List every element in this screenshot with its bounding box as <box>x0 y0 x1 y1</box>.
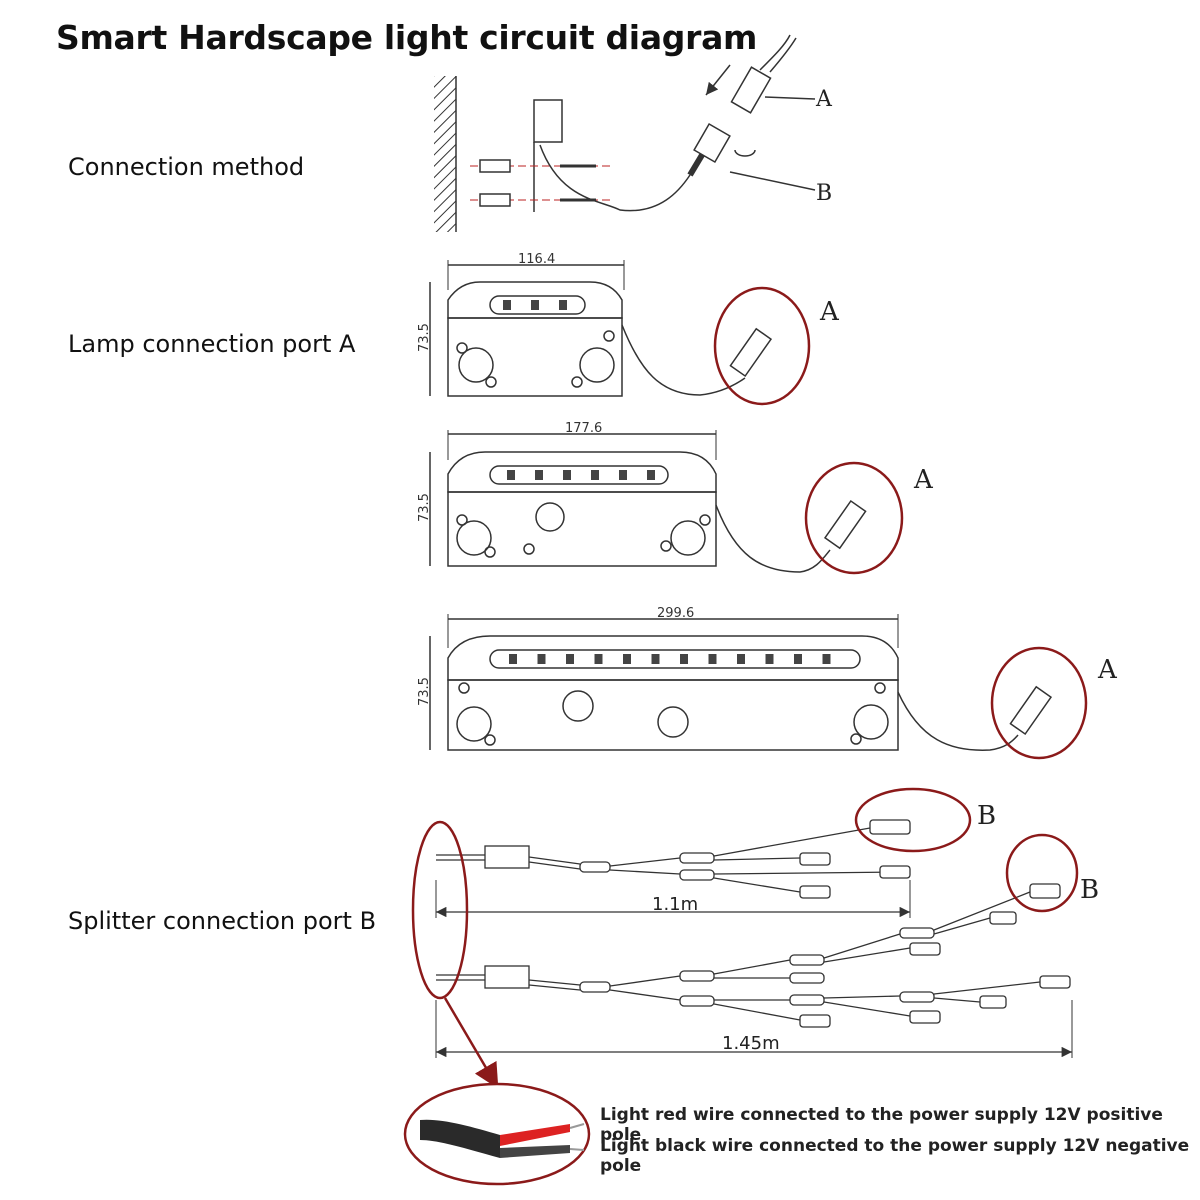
label-b-top: B <box>816 181 832 206</box>
cable <box>539 144 691 212</box>
lamp-small-leds <box>503 300 567 310</box>
label-a-3: A <box>1097 655 1118 685</box>
led-square <box>737 654 745 664</box>
dim-1-1m: 1.1m <box>652 894 698 915</box>
dim-73-a: 73.5 <box>417 323 432 352</box>
wire-callout-arrow <box>443 997 499 1089</box>
lamp-medium <box>429 430 831 573</box>
label-a-top: A <box>815 87 833 112</box>
anchor-plug-bottom <box>479 193 511 207</box>
highlight-port-a-1 <box>713 286 811 406</box>
highlight-port-b-1 <box>854 787 972 853</box>
led-square <box>509 654 517 664</box>
splitter-long <box>435 883 1073 1058</box>
label-b-1: B <box>977 801 996 831</box>
anchor-plug-top <box>479 159 511 173</box>
dim-73-b: 73.5 <box>417 493 432 522</box>
connector-a-3 <box>1009 685 1053 736</box>
wire-detail <box>403 1082 591 1186</box>
splitter-port-label: Splitter connection port B <box>68 907 377 935</box>
led-square <box>708 654 717 664</box>
led-square <box>594 654 603 664</box>
lamp-port-label: Lamp connection port A <box>68 330 356 358</box>
led-square <box>680 654 688 664</box>
dim-177: 177.6 <box>565 421 602 436</box>
note-red-wire: Light red wire connected to the power su… <box>600 1105 1163 1145</box>
connector-b <box>693 122 731 164</box>
label-b-2: B <box>1080 875 1099 905</box>
led-square <box>822 654 831 664</box>
connection-method-drawing <box>434 34 816 232</box>
lamp-large <box>429 614 1019 751</box>
page-title: Smart Hardscape light circuit diagram <box>56 18 758 57</box>
note-black-wire: Light black wire connected to the power … <box>600 1136 1190 1176</box>
dim-299: 299.6 <box>657 606 694 621</box>
lamp-large-leds <box>509 654 831 664</box>
splitter-short <box>435 819 911 918</box>
highlight-wire-ends <box>411 820 469 1000</box>
dim-116: 116.4 <box>518 252 555 267</box>
led-square <box>623 654 631 664</box>
lamp-small <box>429 260 746 397</box>
junction-box <box>533 99 563 143</box>
lamp-medium-leds <box>507 470 655 480</box>
led-square <box>651 654 660 664</box>
dim-1-45m: 1.45m <box>722 1033 780 1054</box>
connector-a <box>730 66 772 114</box>
wall-hatch <box>434 76 456 232</box>
led-square <box>794 654 802 664</box>
label-a-2: A <box>913 465 934 495</box>
led-square <box>566 654 574 664</box>
connection-method-label: Connection method <box>68 153 305 181</box>
label-a-1: A <box>819 297 840 327</box>
highlight-port-a-2 <box>804 461 904 575</box>
highlight-port-a-3 <box>990 646 1088 760</box>
led-square <box>765 654 774 664</box>
highlight-port-b-2 <box>1005 833 1079 913</box>
connector-a-2 <box>823 499 867 550</box>
led-square <box>537 654 546 664</box>
dim-73-c: 73.5 <box>417 677 432 706</box>
connector-a-1 <box>729 327 773 378</box>
